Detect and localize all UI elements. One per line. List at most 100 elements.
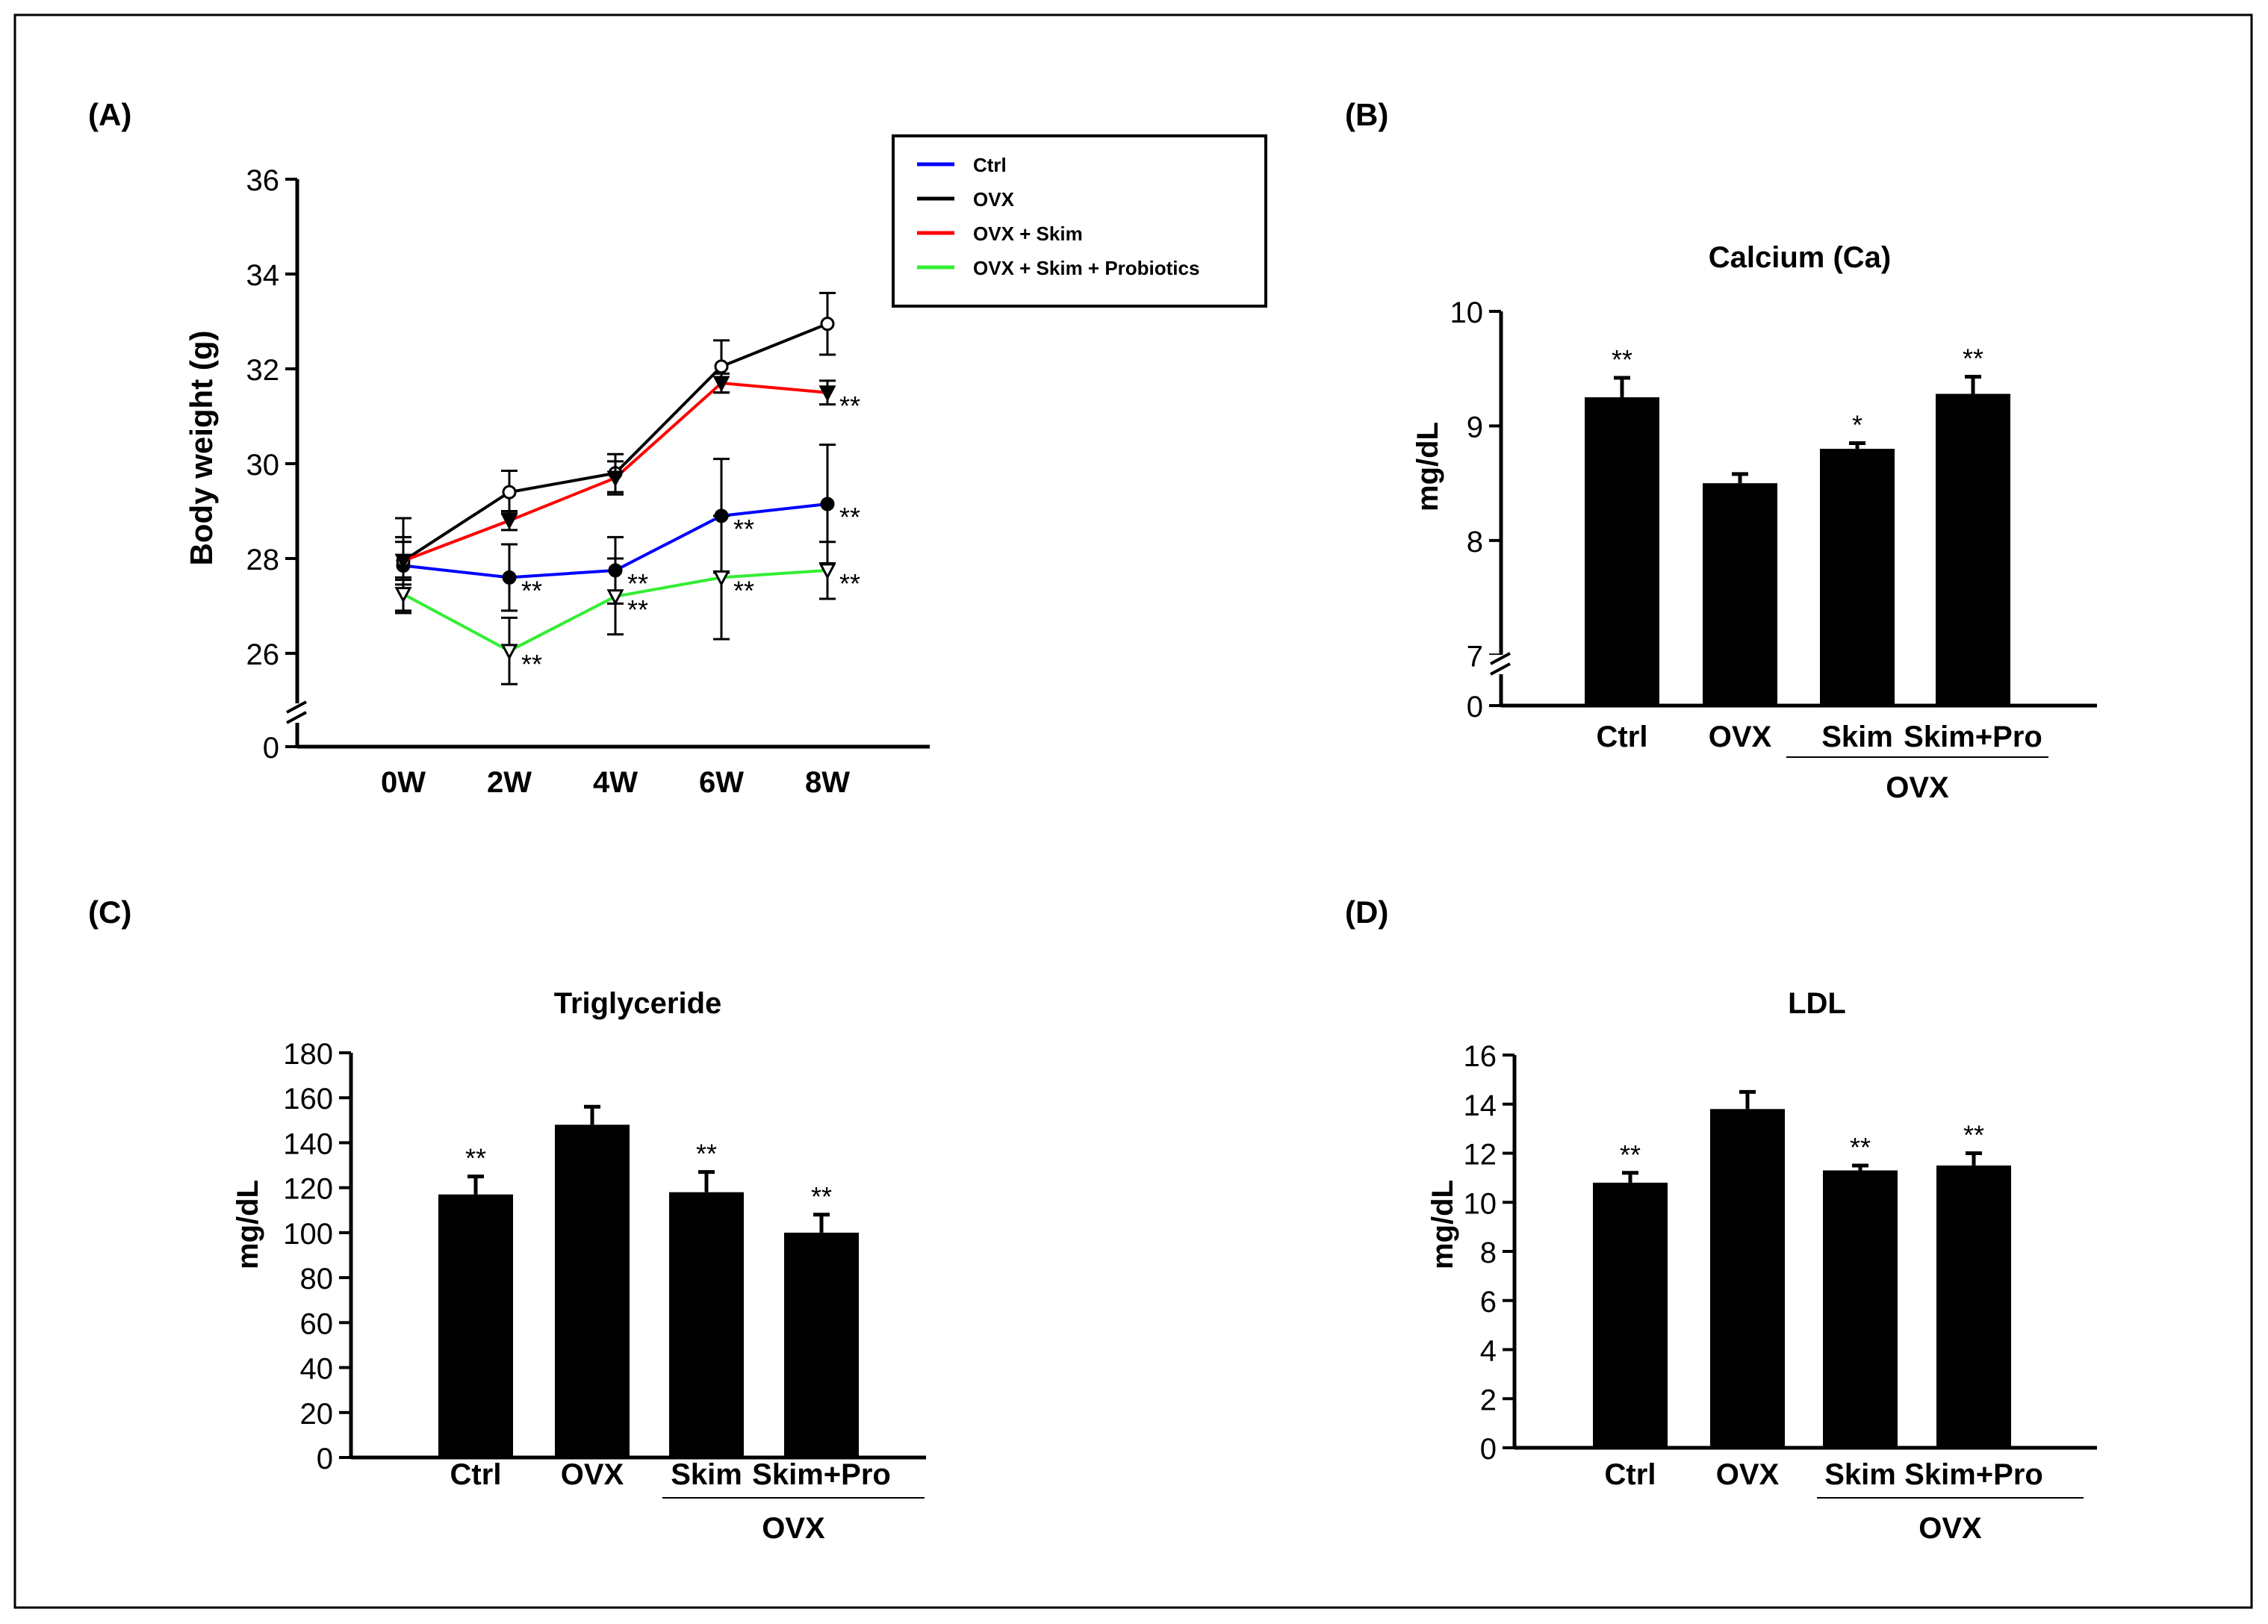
y-tick-label: 2 (1480, 1384, 1497, 1416)
significance-marker: ** (811, 1181, 832, 1212)
legend-entry: OVX (973, 188, 1015, 211)
x-tick-label: 2W (487, 766, 532, 799)
bar (1936, 393, 2010, 706)
data-point (820, 317, 835, 332)
bar (1710, 1109, 1785, 1448)
y-tick-label: 140 (283, 1127, 333, 1160)
axis-break-mark (286, 700, 307, 714)
data-point (394, 587, 412, 603)
data-point (502, 570, 517, 585)
significance-marker: ** (1963, 343, 1983, 373)
x-tick-label: Ctrl (1597, 721, 1648, 753)
x-tick-label: OVX (1709, 721, 1772, 753)
y-tick-label: 8 (1480, 1236, 1497, 1269)
significance-marker: ** (696, 1139, 717, 1169)
bar (669, 1192, 744, 1457)
x-tick-label: Skim (671, 1458, 742, 1491)
y-tick-label: 9 (1467, 411, 1483, 444)
group-label: OVX (1886, 771, 1949, 804)
x-tick-label: Skim (1824, 1458, 1896, 1491)
y-tick-label: 10 (1450, 296, 1484, 329)
x-tick-label: OVX (561, 1458, 624, 1491)
data-point (712, 376, 730, 393)
bar (1585, 397, 1659, 706)
x-tick-label: Skim+Pro (1904, 721, 2042, 753)
data-point (712, 570, 730, 587)
y-tick-label: 7 (1467, 640, 1483, 673)
x-tick-label: OVX (1716, 1458, 1780, 1491)
x-tick-label: Ctrl (450, 1458, 502, 1491)
significance-marker: ** (465, 1143, 486, 1174)
panel-label: (C) (88, 895, 131, 930)
y-tick-label: 100 (283, 1218, 333, 1251)
data-point (818, 385, 836, 402)
y-axis-label: mg/dL (232, 1180, 264, 1269)
data-point (500, 513, 518, 530)
legend-entry: OVX + Skim + Probiotics (973, 257, 1199, 279)
y-tick-label: 14 (1464, 1089, 1497, 1122)
y-tick-label: 30 (246, 449, 280, 482)
bar (555, 1124, 630, 1457)
significance-marker: ** (1963, 1120, 1984, 1151)
data-point (500, 644, 518, 661)
y-tick-label: 0 (1480, 1433, 1497, 1466)
y-tick-label: 4 (1480, 1335, 1497, 1368)
x-tick-label: 6W (699, 766, 744, 799)
y-tick-label: 16 (1464, 1040, 1497, 1073)
legend: Ctrl OVX OVX + Skim OVX + Skim + Probiotics (892, 134, 1267, 308)
significance-marker: ** (1612, 344, 1632, 375)
significance-marker: ** (1620, 1139, 1641, 1170)
legend-box (892, 134, 1267, 308)
significance-marker: ** (733, 575, 754, 606)
y-tick-label: 36 (246, 164, 280, 197)
y-tick-label-zero: 0 (1467, 691, 1483, 724)
chart-title: Triglyceride (554, 987, 722, 1020)
y-tick-label: 20 (300, 1398, 334, 1431)
significance-marker: * (1852, 409, 1862, 440)
data-point (606, 589, 624, 606)
y-tick-label: 32 (246, 354, 280, 387)
y-tick-label: 34 (246, 259, 280, 292)
axis-break-mark (1490, 652, 1511, 665)
chart-title: Calcium (Ca) (1709, 241, 1892, 274)
data-point (606, 470, 624, 488)
x-tick-label: Skim+Pro (752, 1458, 891, 1491)
legend-entry: OVX + Skim (973, 223, 1083, 245)
y-tick-label: 10 (1464, 1187, 1497, 1220)
x-tick-label: Skim (1821, 721, 1893, 753)
panel-label: (B) (1345, 97, 1388, 132)
panel-d-bar-chart: (D) LDL 0 2 4 6 8 10 12 14 16 mg/dL ** Ctrl OVX ** Skim *… (1345, 895, 2097, 1545)
data-point (818, 563, 836, 580)
y-tick-label: 180 (283, 1038, 333, 1071)
significance-marker: ** (627, 594, 648, 625)
bar (1703, 483, 1777, 706)
axis-break-mark (1490, 662, 1511, 676)
y-axis-label: mg/dL (1411, 422, 1444, 511)
y-tick-label: 120 (283, 1173, 333, 1206)
x-tick-label: Ctrl (1605, 1458, 1656, 1491)
bar (1820, 449, 1895, 706)
y-tick-label: 26 (246, 638, 280, 671)
significance-marker: ** (839, 568, 860, 599)
significance-marker: ** (733, 514, 754, 544)
y-tick-label-zero: 0 (263, 732, 279, 765)
series-ovx-skim-probiotics: ** ** ** ** (394, 514, 860, 685)
y-tick-label: 8 (1467, 526, 1483, 559)
y-axis-label: Body weight (g) (184, 331, 219, 566)
legend-entry: Ctrl (973, 154, 1007, 176)
bar (438, 1194, 513, 1457)
group-label: OVX (762, 1512, 825, 1545)
significance-marker: ** (1850, 1132, 1871, 1163)
y-tick-label: 12 (1464, 1139, 1497, 1172)
y-axis-label: mg/dL (1426, 1180, 1459, 1269)
significance-marker: ** (521, 575, 542, 606)
significance-marker: ** (521, 649, 542, 679)
series-ovx-skim: ** (394, 372, 860, 582)
x-tick-label: 8W (805, 766, 850, 799)
y-tick-label: 0 (317, 1443, 333, 1475)
panel-label: (A) (88, 97, 131, 132)
axis-break-mark (286, 711, 307, 724)
x-tick-label: 4W (593, 766, 638, 799)
chart-title: LDL (1788, 987, 1846, 1020)
